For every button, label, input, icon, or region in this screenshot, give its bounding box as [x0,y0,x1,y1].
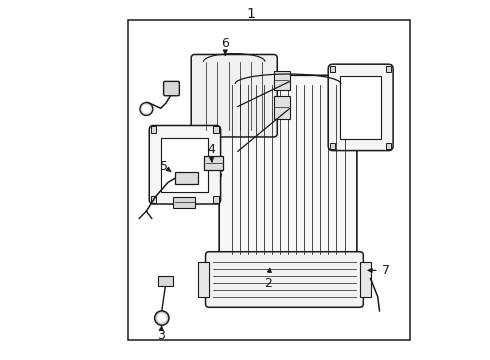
FancyBboxPatch shape [219,75,357,263]
Bar [386,66,391,72]
Bar [198,262,209,297]
Bar [214,196,219,203]
Text: 6: 6 [221,36,229,55]
FancyBboxPatch shape [149,126,220,204]
Circle shape [158,314,166,322]
Text: 3: 3 [157,326,165,342]
Text: 2: 2 [265,268,272,291]
Bar [214,126,219,134]
FancyBboxPatch shape [191,54,277,137]
Bar [151,196,156,203]
Circle shape [143,105,150,113]
Bar [173,197,195,208]
Text: 1: 1 [246,7,255,21]
Bar [128,21,410,339]
Text: 4: 4 [207,143,215,162]
Bar [158,276,172,286]
Text: 7: 7 [368,264,390,277]
Bar [330,66,335,72]
Bar [274,71,290,90]
Bar [360,262,370,297]
Bar [151,126,156,134]
Bar [340,76,381,139]
FancyBboxPatch shape [205,252,364,307]
Bar [161,138,208,192]
Bar [204,156,223,170]
Text: 5: 5 [160,160,171,173]
Bar [386,143,391,149]
Circle shape [140,103,153,116]
Bar [274,96,290,119]
Circle shape [155,311,169,325]
FancyBboxPatch shape [328,64,393,150]
Bar [330,143,335,149]
FancyBboxPatch shape [164,81,179,96]
Bar [175,172,198,184]
